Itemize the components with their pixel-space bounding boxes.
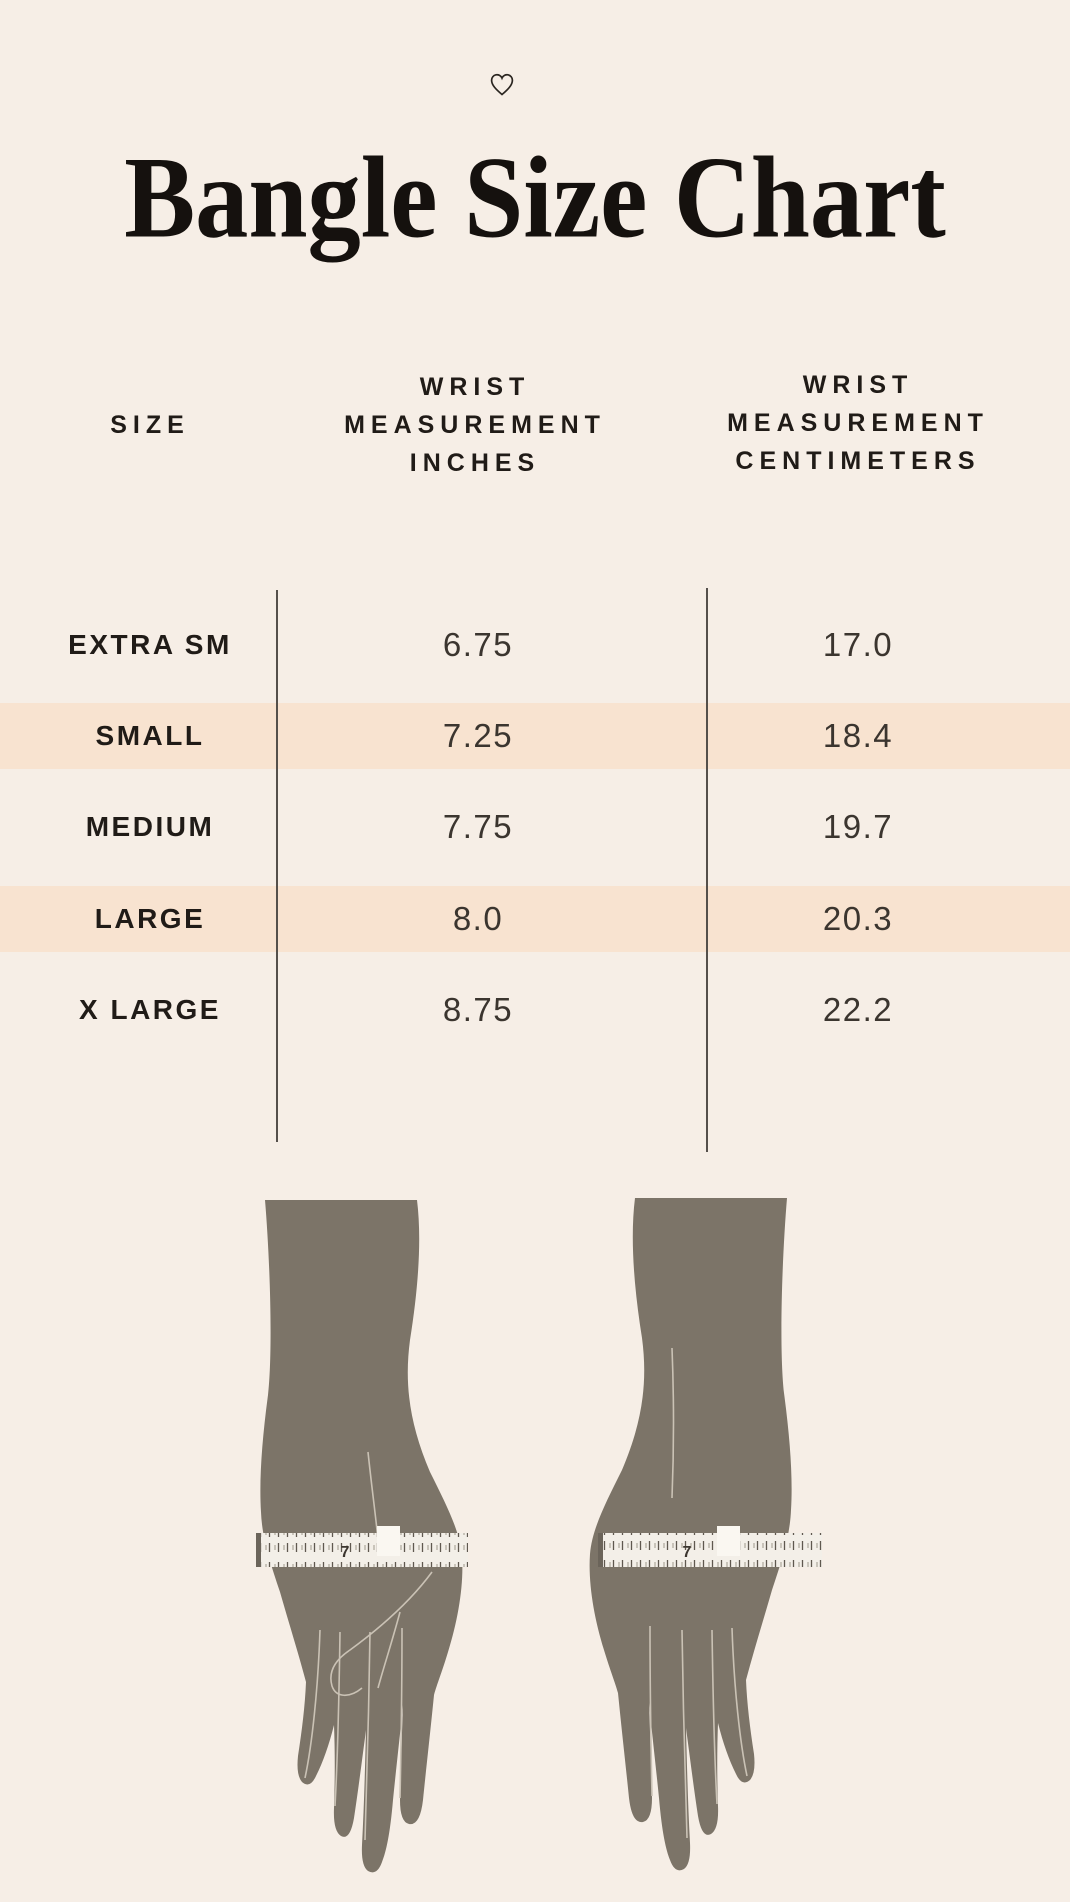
- measuring-tape: 7: [598, 1526, 822, 1567]
- row-stripe-small: [0, 703, 1070, 769]
- size-label: SMALL: [95, 720, 205, 751]
- size-label: LARGE: [94, 903, 206, 934]
- tape-end: [256, 1533, 261, 1567]
- cm-value: 19.7: [822, 808, 894, 845]
- inches-value: 8.75: [442, 991, 514, 1028]
- left-hand-illustration: 7: [256, 1200, 468, 1873]
- column-header-inches-line1: WRIST: [419, 373, 531, 401]
- page-title: Bangle Size Chart: [124, 133, 946, 263]
- inches-value: 7.75: [442, 808, 514, 845]
- heart-icon: [490, 73, 514, 96]
- inches-value: 8.0: [452, 900, 504, 937]
- tape-band: [256, 1533, 468, 1567]
- size-label: MEDIUM: [85, 811, 215, 842]
- size-label: EXTRA SM: [68, 629, 232, 660]
- divider-left: [276, 590, 278, 1142]
- inches-value: 6.75: [442, 626, 514, 663]
- column-header-cm-line3: CENTIMETERS: [735, 447, 981, 475]
- cm-value: 22.2: [822, 991, 894, 1028]
- tape-number: 7: [683, 1544, 692, 1561]
- tape-slider: [377, 1526, 400, 1556]
- right-hand-illustration: 7: [589, 1198, 822, 1871]
- tape-end: [598, 1533, 603, 1567]
- column-header-inches-line3: INCHES: [409, 449, 541, 477]
- cm-value: 20.3: [822, 900, 894, 937]
- column-header-inches: WRIST MEASUREMENT INCHES: [330, 368, 620, 482]
- cm-value: 17.0: [822, 626, 894, 663]
- inches-value: 7.25: [442, 717, 514, 754]
- tape-number: 7: [341, 1544, 350, 1561]
- cm-value: 18.4: [822, 717, 894, 754]
- measuring-tape: 7: [256, 1526, 468, 1567]
- tape-slider: [717, 1526, 740, 1556]
- column-header-cm-line2: MEASUREMENT: [727, 409, 989, 437]
- divider-right: [706, 588, 708, 1152]
- row-stripe-large: [0, 886, 1070, 952]
- column-header-cm-line1: WRIST: [802, 371, 914, 399]
- size-label: X LARGE: [79, 994, 221, 1025]
- column-header-size: SIZE: [110, 411, 190, 439]
- finger-crease-lines: [649, 1347, 748, 1839]
- column-header-centimeters: WRIST MEASUREMENT CENTIMETERS: [713, 366, 1003, 480]
- tape-band: [598, 1533, 822, 1567]
- column-header-inches-line2: MEASUREMENT: [344, 411, 606, 439]
- palm-crease-lines: [304, 1451, 433, 1841]
